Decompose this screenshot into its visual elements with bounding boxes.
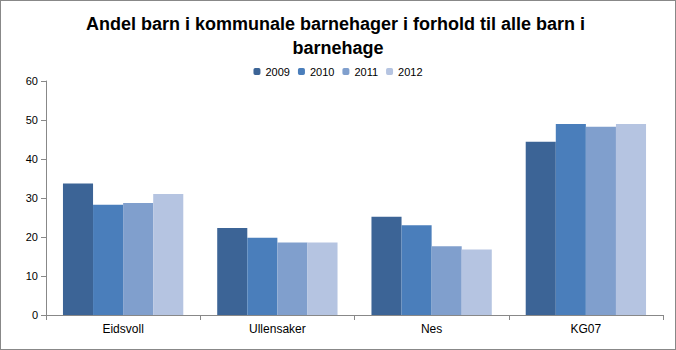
- svg-text:50: 50: [26, 114, 38, 126]
- svg-text:Andel barn i kommunale barneha: Andel barn i kommunale barnehager i forh…: [86, 14, 590, 34]
- svg-text:Eidsvoll: Eidsvoll: [102, 322, 143, 336]
- svg-text:Nes: Nes: [421, 322, 442, 336]
- svg-text:2009: 2009: [265, 66, 289, 78]
- svg-text:40: 40: [26, 153, 38, 165]
- svg-text:10: 10: [26, 270, 38, 282]
- svg-text:Ullensaker: Ullensaker: [249, 322, 306, 336]
- svg-text:barnehage: barnehage: [292, 38, 383, 58]
- svg-text:2010: 2010: [310, 66, 334, 78]
- svg-text:20: 20: [26, 231, 38, 243]
- svg-text:30: 30: [26, 192, 38, 204]
- svg-text:KG07: KG07: [571, 322, 602, 336]
- svg-text:2011: 2011: [354, 66, 378, 78]
- svg-text:0: 0: [32, 309, 38, 321]
- svg-text:2012: 2012: [398, 66, 422, 78]
- svg-text:60: 60: [26, 75, 38, 87]
